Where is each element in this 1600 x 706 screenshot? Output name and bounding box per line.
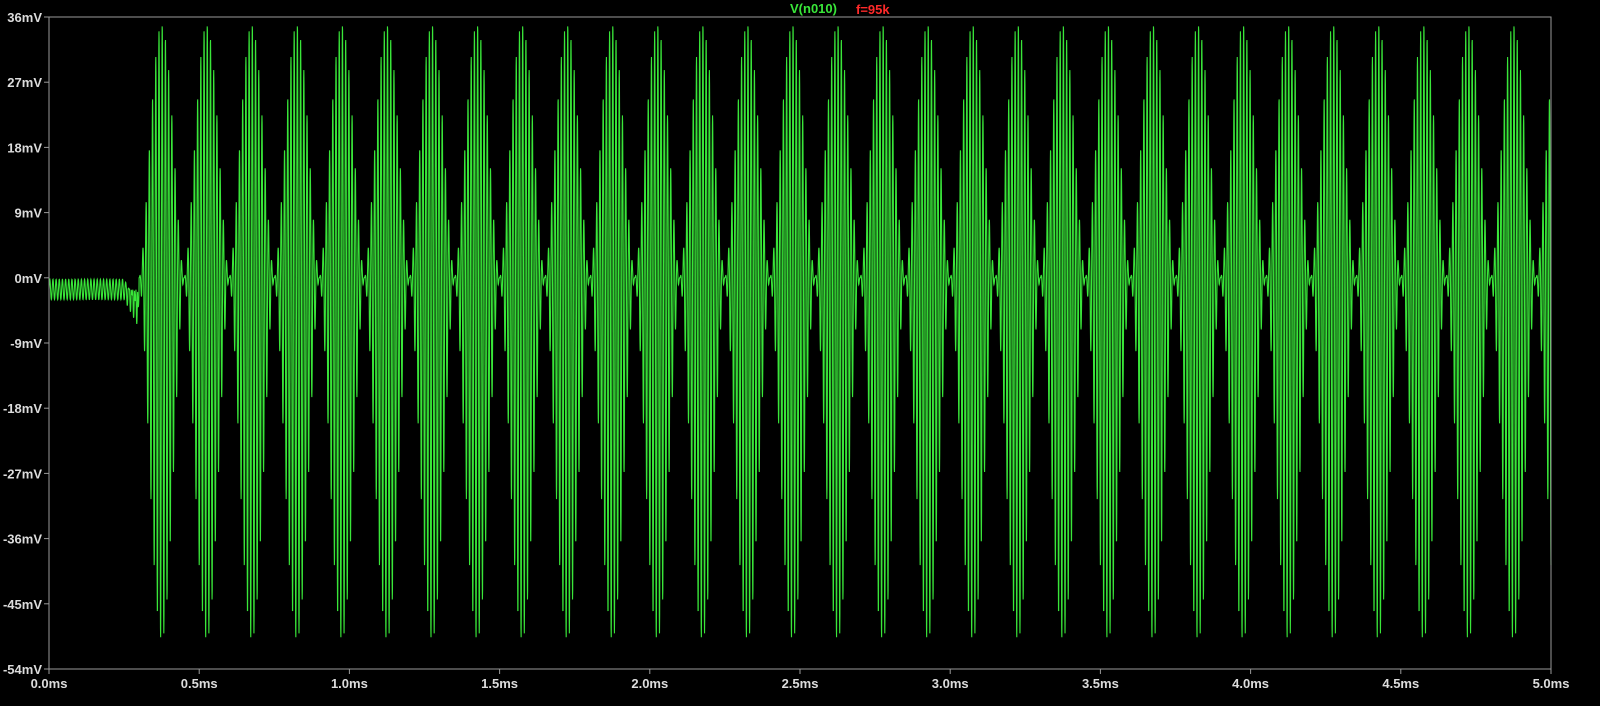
frequency-marker-label: f=95k — [856, 2, 890, 17]
x-tick-label: 0.0ms — [31, 676, 68, 691]
y-tick-label: -27mV — [3, 466, 42, 481]
plot-frame — [48, 16, 1552, 670]
y-tick-label: 27mV — [7, 75, 42, 90]
y-tick-label: 18mV — [7, 140, 42, 155]
y-tick-label: -18mV — [3, 401, 42, 416]
x-axis-ticks: 0.0ms 0.5ms 1.0ms 1.5ms 2.0ms 2.5ms 3.0ms 3.5ms… — [31, 669, 1570, 691]
y-tick-label: -36mV — [3, 532, 42, 547]
y-tick-label: -54mV — [3, 662, 42, 677]
y-tick-label: -45mV — [3, 597, 42, 612]
legend-series-v-n010[interactable]: V(n010) — [790, 1, 837, 16]
x-tick-label: 2.5ms — [782, 676, 819, 691]
x-tick-label: 3.5ms — [1082, 676, 1119, 691]
y-axis-ticks: 36mV 27mV 18mV 9mV 0mV -9mV -18mV -27mV -36mV -45… — [3, 10, 49, 677]
y-tick-label: 9mV — [15, 206, 43, 221]
x-tick-label: 1.5ms — [481, 676, 518, 691]
x-tick-label: 4.5ms — [1382, 676, 1419, 691]
x-tick-label: 4.0ms — [1232, 676, 1269, 691]
y-tick-label: 0mV — [15, 271, 43, 286]
x-tick-label: 2.0ms — [631, 676, 668, 691]
x-tick-label: 0.5ms — [181, 676, 218, 691]
y-tick-label: 36mV — [7, 10, 42, 25]
x-tick-label: 3.0ms — [932, 676, 969, 691]
x-tick-label: 5.0ms — [1533, 676, 1570, 691]
trace-group — [48, 26, 1552, 638]
x-tick-label: 1.0ms — [331, 676, 368, 691]
series-trace-v-n010 — [48, 26, 1552, 638]
y-tick-label: -9mV — [10, 336, 42, 351]
